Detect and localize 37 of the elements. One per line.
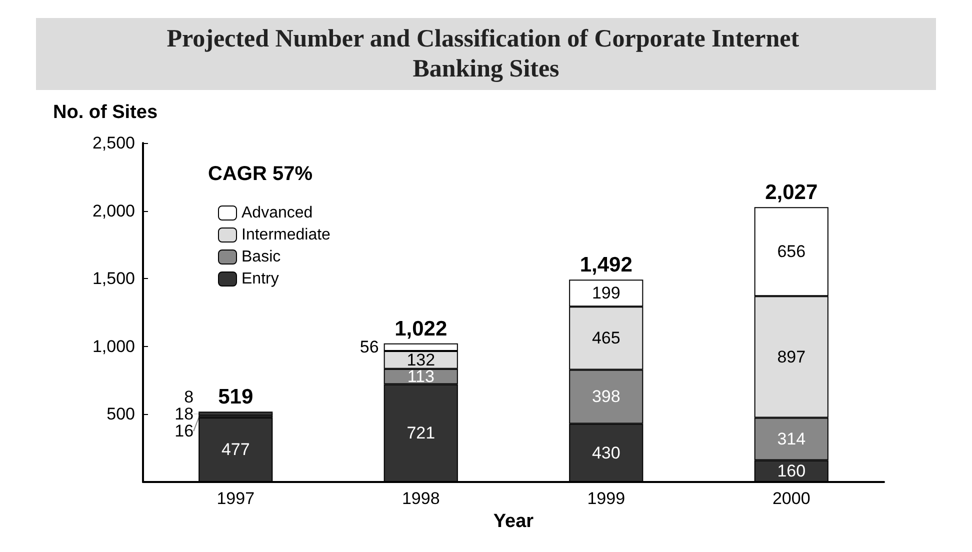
data-label: 656: [777, 242, 806, 262]
chart-title: Projected Number and Classification of Corporate Internet Banking Sites: [166, 26, 806, 82]
data-label: 314: [777, 430, 806, 449]
data-label: 8: [184, 388, 194, 407]
y-axis-title: No. of Sites: [53, 102, 158, 123]
data-label: 56: [360, 338, 379, 357]
data-label: 18: [174, 404, 194, 424]
legend-label: Basic: [242, 248, 281, 266]
legend-label: Entry: [242, 270, 279, 288]
x-tick-label: 1999: [587, 489, 626, 508]
total-label: 1,492: [580, 254, 632, 277]
y-tick-label: 2,000: [92, 201, 135, 220]
data-label: 465: [592, 328, 620, 348]
x-tick-label: 2000: [772, 489, 810, 508]
legend-label: Advanced: [242, 204, 313, 222]
data-label: 132: [406, 350, 436, 370]
data-label: 16: [174, 422, 194, 441]
total-label: 519: [218, 386, 254, 409]
data-label: 160: [777, 462, 806, 481]
y-tick-label: 500: [106, 404, 135, 424]
legend-label: Intermediate: [242, 226, 331, 244]
total-label: 2,027: [765, 181, 818, 204]
y-tick-label: 2,500: [92, 134, 135, 152]
y-tick-label: 1,500: [92, 269, 135, 288]
data-label: 113: [407, 367, 434, 386]
annotation: CAGR 57%: [208, 163, 313, 185]
data-label: 398: [592, 387, 620, 406]
data-label: 477: [221, 440, 250, 460]
y-tick-label: 1,000: [92, 336, 135, 356]
total-label: 1,022: [394, 317, 448, 340]
x-axis-title: Year: [493, 510, 534, 532]
data-label: 199: [592, 284, 620, 303]
data-label: 897: [777, 347, 806, 366]
x-tick-label: 1998: [402, 489, 440, 508]
data-label: 430: [592, 443, 620, 462]
data-label: 721: [406, 424, 436, 443]
x-tick-label: 1997: [216, 489, 255, 508]
